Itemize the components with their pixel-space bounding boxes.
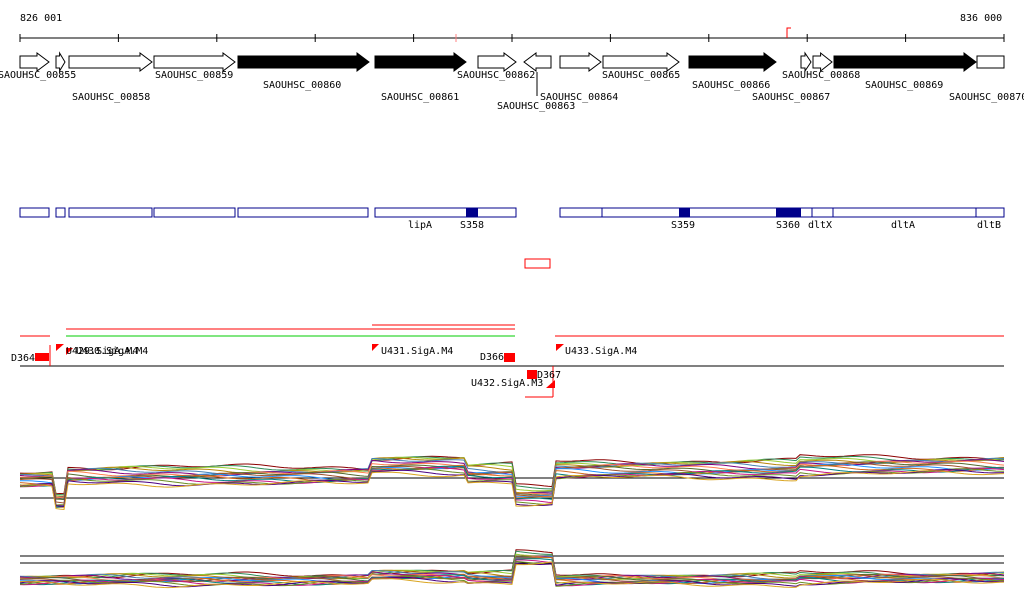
gene-label: SAOUHSC_00859 — [155, 70, 233, 81]
gene-label: SAOUHSC_00864 — [540, 92, 618, 103]
feature-label-U429: U429.SigA.M4 — [66, 346, 138, 357]
annotation-label-S360: S360 — [776, 220, 800, 231]
annotation-box[interactable] — [68, 207, 153, 218]
gene-label: SAOUHSC_00870 — [949, 92, 1024, 103]
annotation-box[interactable] — [55, 207, 66, 218]
gene-arrow[interactable] — [833, 52, 977, 72]
start-coordinate: 826 001 — [20, 13, 63, 24]
feature-track: D364 U429.SigA.M4 U430.SigA.M4 U431.SigA… — [11, 324, 1004, 398]
gene-arrow[interactable] — [812, 51, 833, 73]
feature-label-U430: U430.SigA.M4 — [76, 346, 148, 357]
gene-label: SAOUHSC_00858 — [72, 92, 150, 103]
gene-arrow[interactable] — [68, 52, 153, 72]
gene-label: SAOUHSC_00867 — [752, 92, 830, 103]
annotation-block[interactable] — [776, 208, 801, 217]
gene-arrow[interactable] — [523, 52, 552, 72]
feature-label-U433: U433.SigA.M4 — [565, 346, 637, 357]
gene-label: SAOUHSC_00868 — [782, 70, 860, 81]
annotation-box[interactable] — [374, 207, 517, 218]
annotation-block[interactable] — [679, 208, 690, 217]
gene-arrow[interactable] — [374, 52, 467, 72]
annotation-box[interactable] — [153, 207, 236, 218]
gene-arrow[interactable] — [602, 52, 680, 72]
gene-arrow[interactable] — [976, 55, 1005, 69]
coordinate-ruler — [19, 27, 1005, 42]
gene-label: SAOUHSC_00860 — [263, 80, 341, 91]
feature-label-U432: U432.SigA.M3 — [471, 378, 543, 389]
gene-arrow[interactable] — [559, 52, 602, 72]
feature-label-D366: D366 — [480, 352, 504, 363]
expression-track-2 — [19, 549, 1005, 589]
annotation-label-dltX: dltX — [808, 220, 832, 231]
gene-label: SAOUHSC_00862 — [457, 70, 535, 81]
gene-track: SAOUHSC_00855 SAOUHSC_00858 SAOUHSC_00859 S… — [0, 51, 1024, 112]
feature-label-D364: D364 — [11, 353, 35, 364]
annotation-box[interactable] — [237, 207, 369, 218]
gene-arrow[interactable] — [688, 52, 777, 72]
gene-arrow[interactable] — [800, 51, 812, 73]
gene-label: SAOUHSC_00863 — [497, 101, 575, 112]
red-marker-box — [524, 258, 551, 269]
expression-track-1 — [19, 454, 1005, 511]
annotation-label-lipA: lipA — [408, 220, 432, 231]
annotation-label-dltB: dltB — [977, 220, 1001, 231]
gene-label: SAOUHSC_00861 — [381, 92, 459, 103]
gene-label: SAOUHSC_00866 — [692, 80, 770, 91]
gene-arrow[interactable] — [237, 52, 370, 72]
annotation-track: lipA S358 S359 S360 dltX dltA dltB — [19, 207, 1005, 231]
gene-label: SAOUHSC_00869 — [865, 80, 943, 91]
gene-arrow[interactable] — [477, 52, 517, 72]
feature-label-D367: D367 — [537, 370, 561, 381]
feature-label-U431: U431.SigA.M4 — [381, 346, 453, 357]
annotation-label-dltA: dltA — [891, 220, 915, 231]
annotation-box[interactable] — [19, 207, 50, 218]
gene-arrow[interactable] — [153, 52, 236, 72]
gene-label: SAOUHSC_00855 — [0, 70, 76, 81]
gene-label: SAOUHSC_00865 — [602, 70, 680, 81]
annotation-label-S358: S358 — [460, 220, 484, 231]
gene-arrow[interactable] — [19, 52, 50, 72]
annotation-block[interactable] — [466, 208, 478, 217]
annotation-label-S359: S359 — [671, 220, 695, 231]
gene-arrow[interactable] — [55, 51, 66, 73]
end-coordinate: 836 000 — [960, 13, 1003, 24]
